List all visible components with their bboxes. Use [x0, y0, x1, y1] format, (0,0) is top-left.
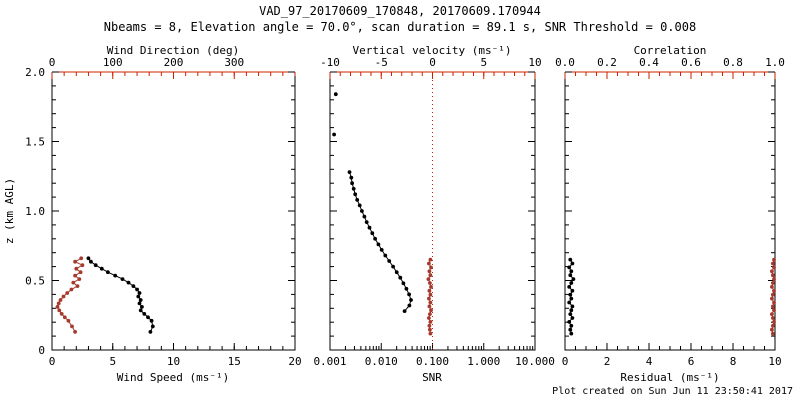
- svg-text:0: 0: [562, 355, 569, 368]
- svg-text:0: 0: [429, 56, 436, 69]
- svg-text:4: 4: [646, 355, 653, 368]
- svg-text:0.5: 0.5: [25, 275, 45, 288]
- svg-text:1.5: 1.5: [25, 136, 45, 149]
- svg-text:1.0: 1.0: [25, 205, 45, 218]
- svg-text:0.010: 0.010: [365, 355, 398, 368]
- svg-text:15: 15: [228, 355, 241, 368]
- svg-text:8: 8: [730, 355, 737, 368]
- svg-text:100: 100: [103, 56, 123, 69]
- wind-direction-axis-title: Wind Direction (deg): [107, 44, 239, 57]
- svg-text:10: 10: [768, 355, 781, 368]
- svg-text:6: 6: [688, 355, 695, 368]
- snr-axis-title: SNR: [422, 371, 442, 384]
- svg-text:0: 0: [38, 344, 45, 357]
- correlation-axis-title: Correlation: [634, 44, 707, 57]
- svg-text:0.8: 0.8: [723, 56, 743, 69]
- svg-text:0: 0: [49, 56, 56, 69]
- svg-text:300: 300: [224, 56, 244, 69]
- svg-text:10: 10: [167, 355, 180, 368]
- svg-text:0.2: 0.2: [597, 56, 617, 69]
- svg-text:5: 5: [109, 355, 116, 368]
- svg-text:-10: -10: [320, 56, 340, 69]
- svg-text:0.001: 0.001: [313, 355, 346, 368]
- svg-text:2.0: 2.0: [25, 66, 45, 79]
- svg-text:0.4: 0.4: [639, 56, 659, 69]
- created-timestamp: Plot created on Sun Jun 11 23:50:41 2017: [552, 386, 793, 397]
- vertical-velocity-axis-title: Vertical velocity (ms⁻¹): [353, 44, 512, 57]
- svg-text:200: 200: [164, 56, 184, 69]
- svg-text:0: 0: [49, 355, 56, 368]
- svg-text:5: 5: [480, 56, 487, 69]
- svg-text:1.000: 1.000: [467, 355, 500, 368]
- svg-text:-5: -5: [375, 56, 388, 69]
- wind-speed-axis-title: Wind Speed (ms⁻¹): [117, 371, 230, 384]
- z-axis-title: z (km AGL): [3, 178, 16, 244]
- residual-axis-title: Residual (ms⁻¹): [620, 371, 719, 384]
- svg-text:0.0: 0.0: [555, 56, 575, 69]
- svg-text:0.100: 0.100: [416, 355, 449, 368]
- svg-text:10: 10: [528, 56, 541, 69]
- plot-subtitle: Nbeams = 8, Elevation angle = 70.0°, sca…: [104, 20, 696, 34]
- svg-text:0.6: 0.6: [681, 56, 701, 69]
- svg-text:10.000: 10.000: [515, 355, 555, 368]
- svg-text:20: 20: [288, 355, 301, 368]
- svg-text:2: 2: [604, 355, 611, 368]
- plot-title: VAD_97_20170609_170848, 20170609.170944: [259, 4, 541, 18]
- svg-text:1.0: 1.0: [765, 56, 785, 69]
